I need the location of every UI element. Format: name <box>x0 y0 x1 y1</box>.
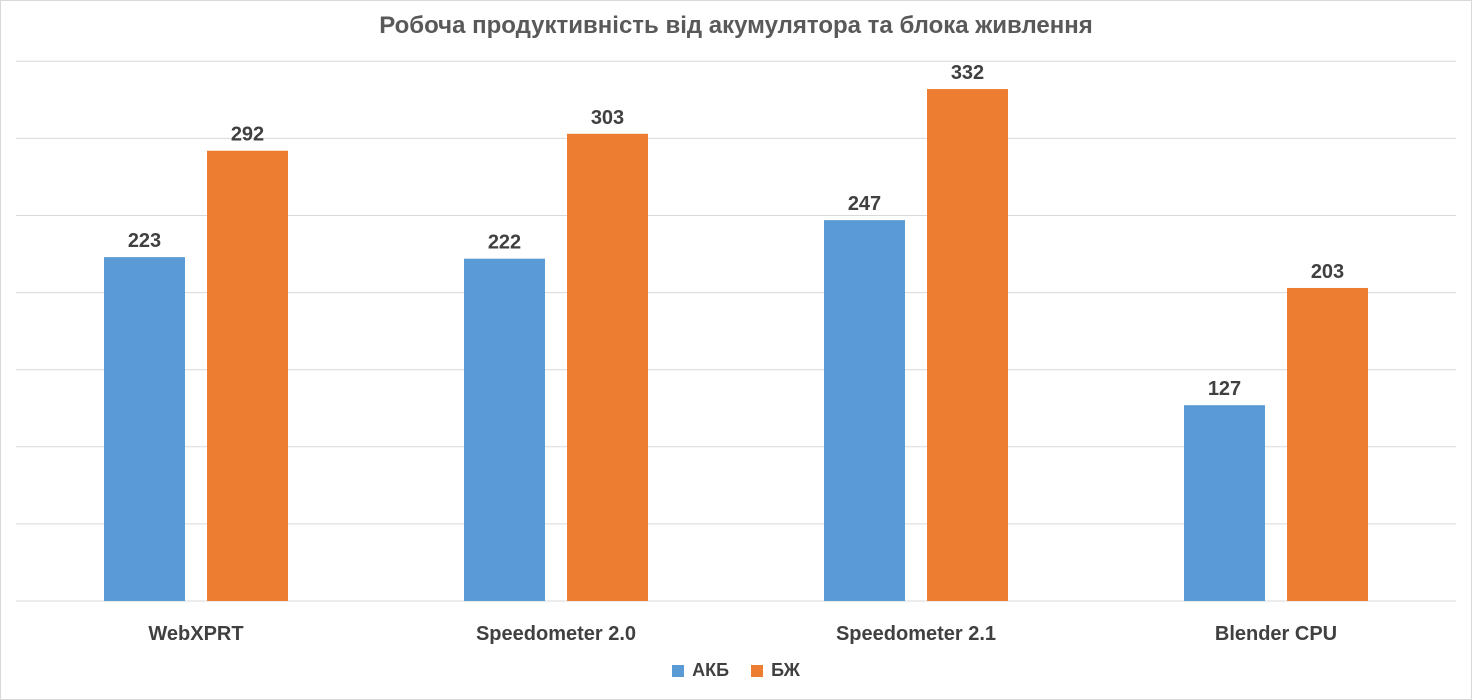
category-label: Blender CPU <box>1215 623 1337 645</box>
bar-bzh <box>567 133 648 602</box>
data-label: 127 <box>1208 378 1241 400</box>
data-label: 303 <box>591 107 624 129</box>
data-label: 247 <box>848 193 881 215</box>
bar-akb <box>824 220 905 601</box>
chart-title: Робоча продуктивність від акумулятора та… <box>379 12 1093 39</box>
data-label: 203 <box>1311 261 1344 283</box>
data-label: 332 <box>951 62 984 84</box>
category-label: WebXPRT <box>148 623 243 645</box>
legend-item-bzh: БЖ <box>751 660 800 681</box>
bar-akb <box>104 257 185 601</box>
category-label: Speedometer 2.0 <box>476 623 636 645</box>
legend-swatch-bzh <box>751 664 764 677</box>
bar-bzh <box>1287 287 1368 601</box>
bar-akb <box>1184 405 1265 601</box>
bar-akb <box>464 258 545 601</box>
legend-item-akb: АКБ <box>672 660 729 681</box>
data-label: 292 <box>231 124 264 146</box>
bar-bzh <box>207 150 288 601</box>
data-label: 222 <box>488 232 521 254</box>
legend-label-akb: АКБ <box>692 660 730 680</box>
legend-swatch-akb <box>672 664 685 677</box>
category-label: Speedometer 2.1 <box>836 623 996 645</box>
bar-bzh <box>927 89 1008 601</box>
data-label: 223 <box>128 230 161 252</box>
legend: АКБ БЖ <box>0 660 1472 681</box>
legend-label-bzh: БЖ <box>771 660 800 680</box>
